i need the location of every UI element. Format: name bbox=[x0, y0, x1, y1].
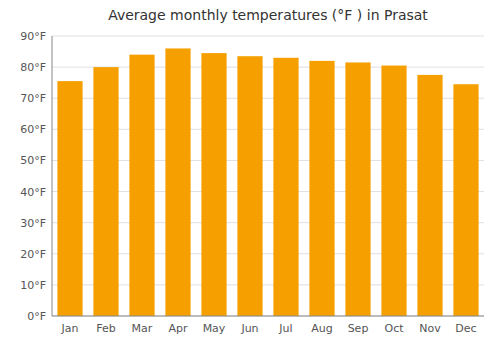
x-tick-label: Jul bbox=[278, 322, 292, 335]
bar bbox=[345, 62, 370, 316]
x-tick-label: Jan bbox=[61, 322, 79, 335]
bars bbox=[57, 48, 478, 316]
x-tick-label: Feb bbox=[96, 322, 115, 335]
y-tick-label: 30°F bbox=[20, 217, 46, 230]
y-tick-label: 50°F bbox=[20, 154, 46, 167]
y-tick-label: 70°F bbox=[20, 92, 46, 105]
y-tick-label: 10°F bbox=[20, 279, 46, 292]
y-tick-label: 80°F bbox=[20, 61, 46, 74]
bar bbox=[453, 84, 478, 316]
bar bbox=[273, 58, 298, 316]
x-tick-label: Jun bbox=[240, 322, 258, 335]
x-tick-label: Sep bbox=[348, 322, 369, 335]
x-tick-label: Mar bbox=[132, 322, 153, 335]
bar bbox=[165, 48, 190, 316]
bar bbox=[309, 61, 334, 316]
bar bbox=[129, 55, 154, 316]
bar bbox=[57, 81, 82, 316]
x-tick-label: Oct bbox=[384, 322, 404, 335]
bar bbox=[237, 56, 262, 316]
chart: Average monthly temperatures (°F ) in Pr… bbox=[0, 0, 500, 350]
y-tick-label: 0°F bbox=[27, 310, 46, 323]
y-tick-label: 20°F bbox=[20, 248, 46, 261]
x-tick-label: Apr bbox=[168, 322, 188, 335]
x-tick-label: May bbox=[203, 322, 226, 335]
grid-line bbox=[52, 316, 484, 317]
grid bbox=[52, 36, 484, 316]
bar bbox=[201, 53, 226, 316]
bar bbox=[381, 66, 406, 316]
y-axis-line bbox=[52, 36, 53, 316]
y-tick-label: 60°F bbox=[20, 123, 46, 136]
bar bbox=[417, 75, 442, 316]
x-tick-label: Nov bbox=[419, 322, 441, 335]
y-axis: 0°F 10°F 20°F 30°F 40°F 50°F 60°F 70°F 80°F 90°F bbox=[20, 30, 46, 323]
x-axis: Jan Feb Mar Apr May Jun Jul Aug Sep Oct Nov Dec bbox=[61, 322, 477, 335]
title: Average monthly temperatures (°F ) in Pr… bbox=[108, 7, 428, 23]
x-axis-line bbox=[52, 316, 484, 317]
y-tick-label: 40°F bbox=[20, 186, 46, 199]
grid-line bbox=[52, 36, 484, 37]
y-tick-label: 90°F bbox=[20, 30, 46, 43]
x-tick-label: Aug bbox=[311, 322, 332, 335]
bar bbox=[93, 67, 118, 316]
x-tick-label: Dec bbox=[455, 322, 476, 335]
